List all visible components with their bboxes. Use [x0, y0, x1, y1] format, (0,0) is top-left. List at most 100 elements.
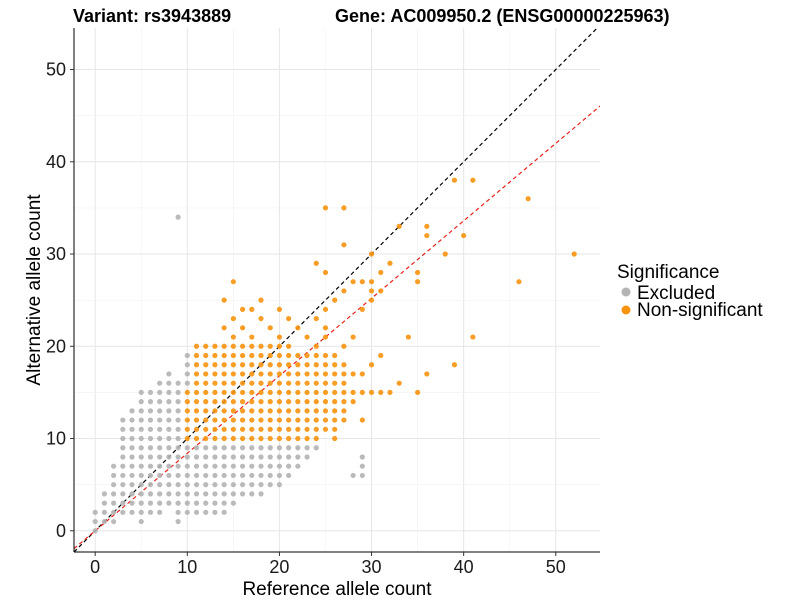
- point-non-significant: [295, 325, 301, 331]
- point-excluded: [295, 454, 301, 460]
- point-excluded: [239, 454, 246, 460]
- point-non-significant: [203, 371, 209, 377]
- point-non-significant: [295, 399, 301, 405]
- point-non-significant: [184, 417, 190, 423]
- point-non-significant: [258, 297, 264, 303]
- point-excluded: [120, 426, 126, 432]
- point-non-significant: [359, 371, 365, 377]
- point-non-significant: [313, 380, 319, 386]
- y-tick-label: 20: [46, 336, 66, 356]
- point-excluded: [120, 435, 126, 442]
- point-non-significant: [212, 417, 218, 423]
- point-excluded: [230, 491, 236, 497]
- x-tick-label: 20: [269, 557, 289, 577]
- point-non-significant: [276, 435, 283, 442]
- point-excluded: [120, 491, 126, 497]
- point-non-significant: [276, 362, 283, 368]
- point-excluded: [258, 482, 264, 488]
- point-excluded: [157, 445, 163, 451]
- point-non-significant: [304, 352, 310, 359]
- point-excluded: [193, 500, 200, 506]
- point-excluded: [101, 491, 107, 497]
- point-non-significant: [249, 408, 255, 414]
- point-non-significant: [461, 232, 467, 239]
- point-excluded: [239, 445, 246, 451]
- point-excluded: [258, 445, 264, 451]
- point-non-significant: [203, 399, 209, 405]
- point-excluded: [111, 509, 117, 515]
- point-excluded: [175, 435, 181, 442]
- point-non-significant: [193, 352, 200, 359]
- point-non-significant: [249, 417, 255, 423]
- point-excluded: [147, 500, 154, 506]
- point-excluded: [258, 454, 264, 460]
- point-excluded: [184, 463, 190, 469]
- point-excluded: [184, 509, 190, 515]
- point-excluded: [138, 399, 144, 405]
- point-excluded: [239, 463, 246, 469]
- point-excluded: [175, 454, 181, 460]
- point-non-significant: [332, 362, 338, 368]
- point-excluded: [129, 472, 135, 479]
- point-excluded: [267, 482, 273, 488]
- point-excluded: [184, 352, 190, 359]
- grid-lines: [74, 28, 600, 552]
- point-non-significant: [295, 435, 301, 442]
- point-non-significant: [267, 435, 273, 442]
- point-excluded: [230, 445, 236, 451]
- point-excluded: [175, 389, 181, 396]
- legend-key-excluded: [621, 287, 631, 297]
- point-non-significant: [341, 205, 347, 211]
- y-axis-ticks: 0 10 20 30 40 50: [46, 60, 74, 541]
- point-excluded: [129, 445, 135, 451]
- point-non-significant: [203, 389, 209, 396]
- point-excluded: [120, 463, 126, 469]
- point-excluded: [175, 500, 181, 506]
- point-non-significant: [368, 389, 375, 396]
- point-excluded: [212, 491, 218, 497]
- point-non-significant: [313, 362, 319, 368]
- point-excluded: [175, 417, 181, 423]
- point-non-significant: [221, 408, 227, 414]
- point-non-significant: [193, 399, 200, 405]
- point-excluded: [230, 472, 236, 479]
- point-non-significant: [424, 232, 430, 239]
- point-non-significant: [571, 251, 577, 257]
- point-non-significant: [322, 325, 329, 331]
- point-non-significant: [249, 435, 255, 442]
- point-non-significant: [313, 343, 319, 349]
- point-non-significant: [286, 435, 292, 442]
- point-excluded: [138, 472, 144, 479]
- point-excluded: [138, 426, 144, 432]
- point-excluded: [249, 454, 255, 460]
- point-non-significant: [258, 435, 264, 442]
- reference-line-identity: [74, 28, 599, 552]
- point-excluded: [138, 500, 144, 506]
- point-non-significant: [239, 362, 246, 368]
- point-excluded: [166, 426, 172, 432]
- point-non-significant: [212, 426, 218, 432]
- point-excluded: [221, 491, 227, 497]
- point-excluded: [359, 472, 365, 479]
- point-excluded: [92, 528, 98, 534]
- point-excluded: [166, 454, 172, 460]
- point-non-significant: [295, 389, 301, 396]
- point-non-significant: [322, 417, 329, 423]
- point-excluded: [147, 463, 154, 469]
- point-excluded: [147, 482, 154, 488]
- point-non-significant: [322, 334, 329, 340]
- point-non-significant: [230, 362, 236, 368]
- point-non-significant: [313, 426, 319, 432]
- point-non-significant: [304, 435, 310, 442]
- point-non-significant: [212, 389, 218, 396]
- point-non-significant: [230, 371, 236, 377]
- point-excluded: [221, 500, 227, 506]
- point-excluded: [203, 482, 209, 488]
- legend-label-non-significant: Non-significant: [637, 300, 763, 321]
- point-excluded: [175, 380, 181, 386]
- point-excluded: [175, 509, 181, 515]
- point-non-significant: [525, 196, 531, 202]
- point-non-significant: [258, 352, 264, 359]
- point-non-significant: [332, 352, 338, 359]
- point-non-significant: [230, 435, 236, 442]
